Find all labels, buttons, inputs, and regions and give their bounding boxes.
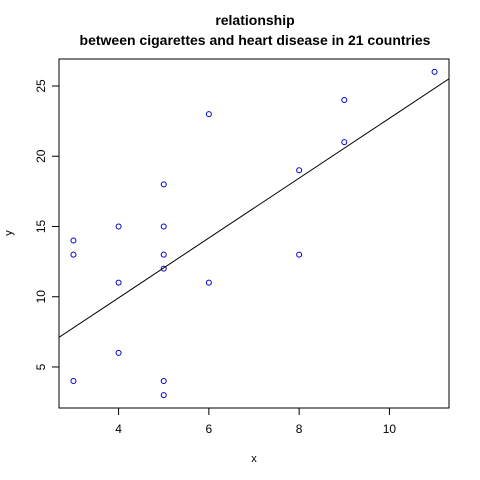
x-axis-label: x — [251, 453, 257, 465]
y-axis: 5 10 15 20 25 — [34, 79, 60, 370]
data-point — [160, 265, 167, 272]
x-tick-label: 6 — [206, 422, 213, 436]
data-point — [160, 223, 167, 230]
data-point — [115, 279, 122, 286]
data-point — [205, 279, 212, 286]
data-point — [160, 251, 167, 258]
data-point — [296, 167, 303, 174]
data-point — [296, 251, 303, 258]
y-axis-label: y — [3, 230, 15, 236]
chart-title-line-1: relationship — [215, 12, 294, 28]
x-tick-label: 10 — [383, 422, 397, 436]
data-points — [70, 68, 438, 399]
data-point — [431, 68, 438, 75]
data-point — [70, 378, 77, 385]
data-point — [115, 349, 122, 356]
data-point — [205, 111, 212, 118]
y-tick-label: 5 — [34, 363, 48, 370]
data-point — [160, 378, 167, 385]
x-axis: 4 6 8 10 — [115, 407, 397, 436]
regression-line — [59, 78, 449, 338]
y-tick-label: 15 — [34, 219, 48, 233]
data-point — [341, 139, 348, 146]
data-point — [160, 181, 167, 188]
x-tick-label: 4 — [115, 422, 122, 436]
data-point — [70, 237, 77, 244]
data-point — [341, 97, 348, 104]
y-tick-label: 20 — [34, 149, 48, 163]
data-point — [70, 251, 77, 258]
chart-title-line-2: between cigarettes and heart disease in … — [80, 32, 431, 48]
x-tick-label: 8 — [296, 422, 303, 436]
y-tick-label: 10 — [34, 290, 48, 304]
y-tick-label: 25 — [34, 79, 48, 93]
data-point — [160, 392, 167, 399]
data-point — [115, 223, 122, 230]
